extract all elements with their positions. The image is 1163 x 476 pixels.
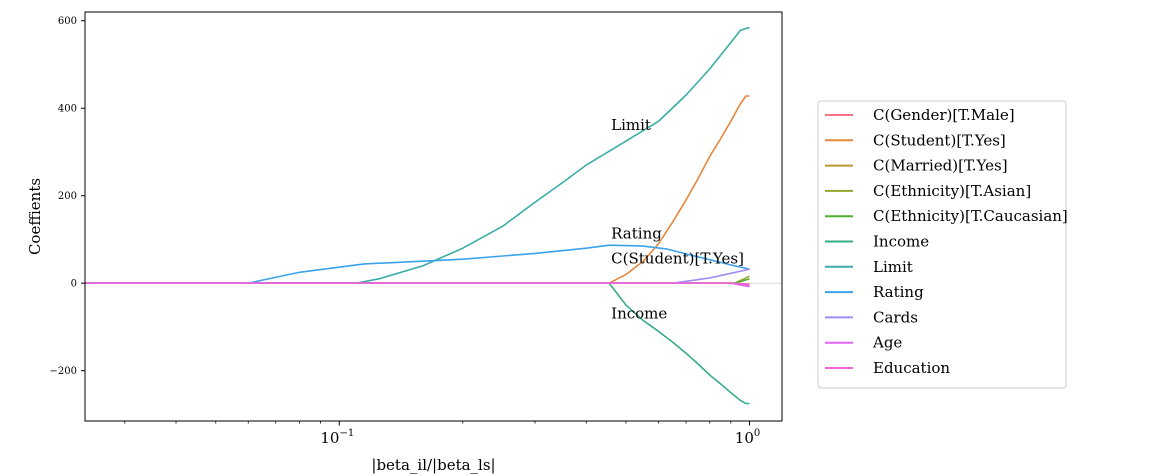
legend: C(Gender)[T.Male] C(Student)[T.Yes] C(Marr… bbox=[817, 100, 1068, 389]
series-line-1 bbox=[85, 95, 750, 285]
legend-box bbox=[817, 100, 1067, 389]
y-tick-label: −200 bbox=[50, 366, 77, 377]
x-tick-label: 100 bbox=[735, 428, 760, 447]
annotation-label: Limit bbox=[611, 116, 651, 134]
series-line-6 bbox=[85, 26, 750, 285]
legend-entry-label: C(Ethnicity)[T.Caucasian] bbox=[873, 207, 1068, 225]
annotation-label: C(Student)[T.Yes] bbox=[611, 250, 744, 268]
series-line-3 bbox=[85, 275, 750, 285]
legend-entry-label: Cards bbox=[873, 308, 918, 326]
y-tick-label: 600 bbox=[58, 16, 77, 27]
x-axis-label: |beta_il/|beta_ls| bbox=[371, 456, 495, 474]
legend-entry-label: Rating bbox=[873, 283, 924, 301]
legend-entry-label: Age bbox=[872, 334, 902, 352]
series-line-10 bbox=[85, 282, 750, 286]
legend-entry-label: Limit bbox=[873, 258, 913, 276]
legend-entry-label: C(Ethnicity)[T.Asian] bbox=[873, 182, 1031, 200]
annotations: Limit Rating C(Student)[T.Yes] Income bbox=[611, 116, 744, 323]
series-line-7 bbox=[85, 244, 750, 285]
legend-entry-label: C(Student)[T.Yes] bbox=[873, 131, 1006, 149]
series-line-5 bbox=[85, 282, 750, 405]
y-tick-label: 200 bbox=[58, 191, 77, 202]
annotation-label: Income bbox=[611, 305, 667, 323]
x-tick-label: 10−1 bbox=[320, 428, 354, 447]
y-tick-label: 400 bbox=[58, 104, 77, 115]
legend-entry-label: C(Gender)[T.Male] bbox=[873, 106, 1015, 124]
x-axis: 10−1 100 bbox=[124, 421, 760, 447]
y-axis-label: Coeffients bbox=[26, 178, 44, 255]
legend-entry-label: Education bbox=[873, 359, 950, 377]
y-axis: −200 0 200 400 600 bbox=[50, 16, 85, 377]
plot-frame bbox=[84, 11, 783, 422]
y-tick-label: 0 bbox=[71, 279, 77, 290]
series-lines bbox=[85, 26, 782, 405]
legend-entry-label: Income bbox=[873, 233, 929, 251]
annotation-label: Rating bbox=[611, 225, 662, 243]
legend-entry-label: C(Married)[T.Yes] bbox=[873, 157, 1008, 175]
series-line-8 bbox=[85, 268, 750, 285]
